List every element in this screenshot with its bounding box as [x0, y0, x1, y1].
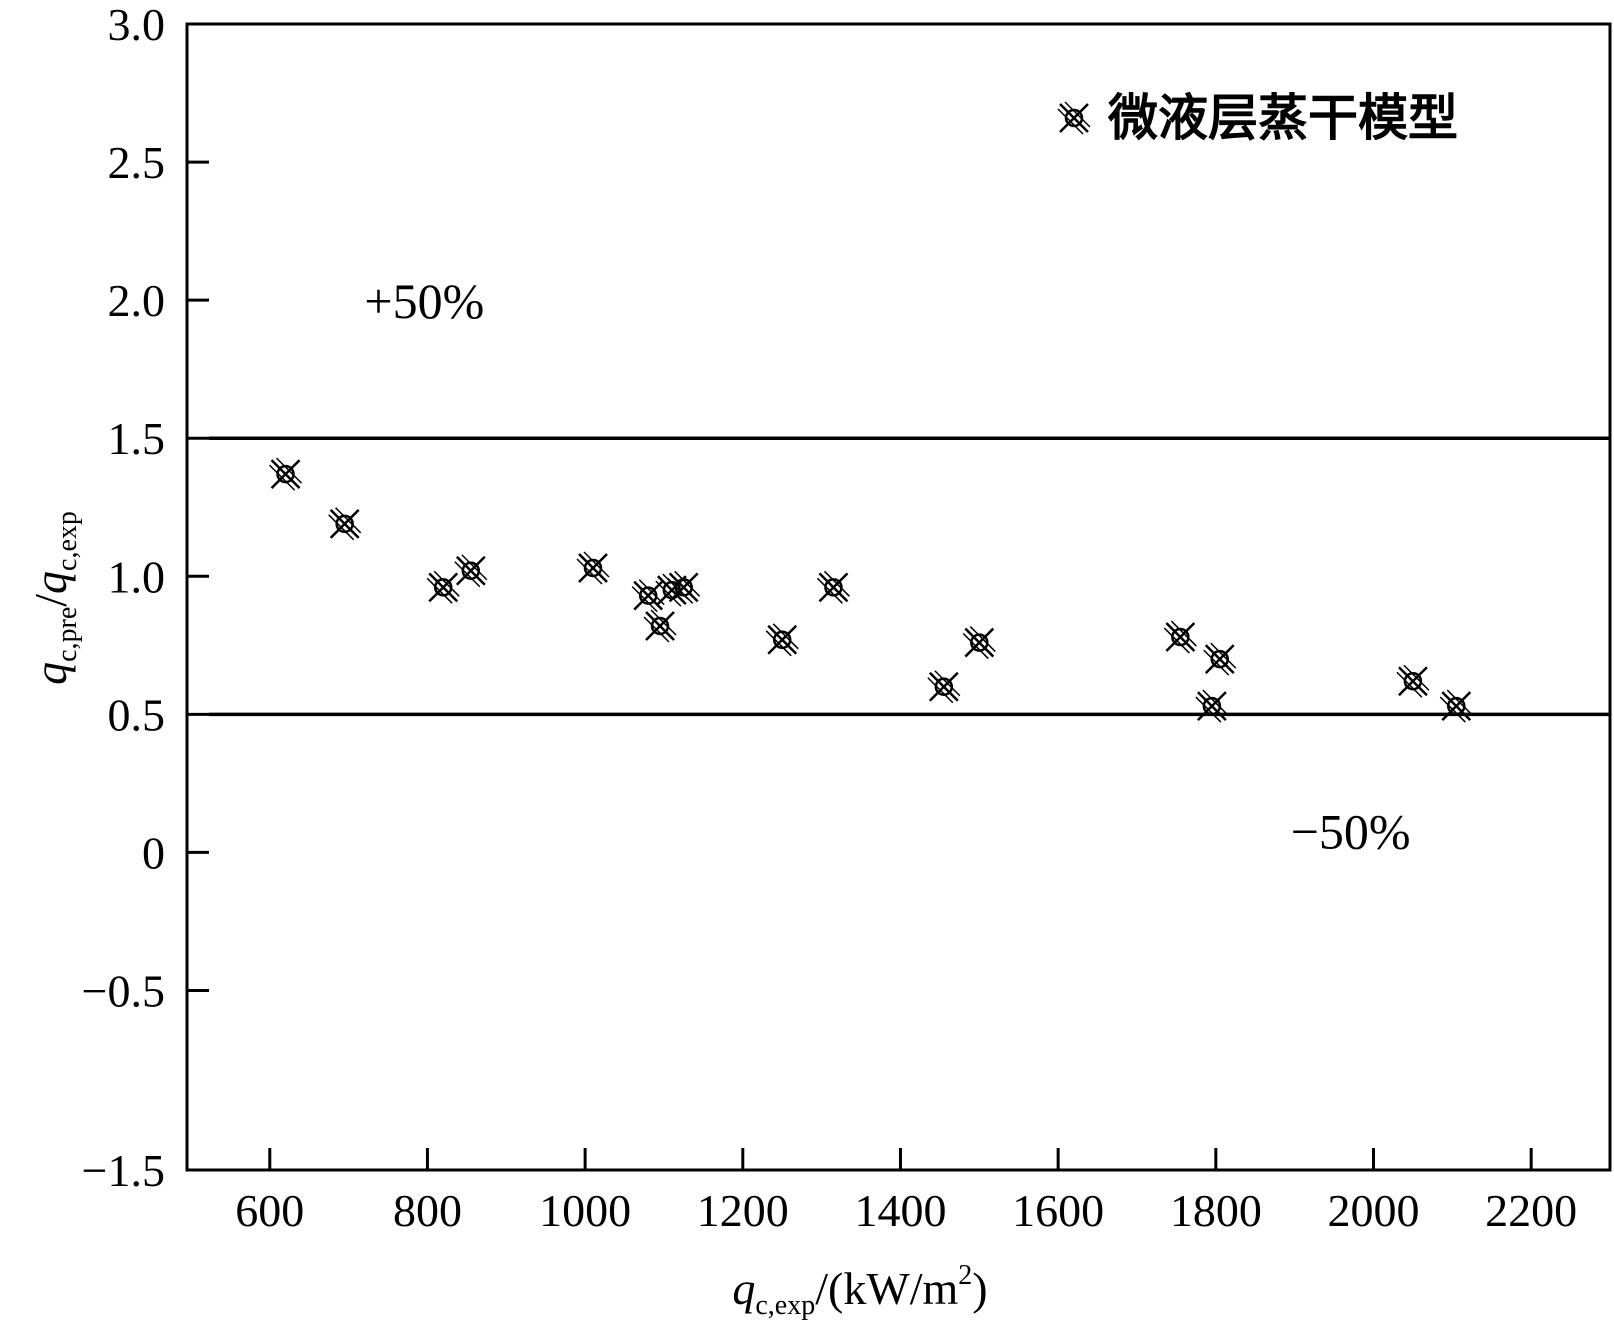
y-tick-label: −1.5	[82, 1145, 165, 1196]
x-tick-label: 2200	[1485, 1185, 1577, 1236]
data-point	[631, 579, 665, 613]
x-tick-label: 1000	[539, 1185, 631, 1236]
legend-marker-symbol	[1057, 101, 1091, 135]
legend: 微液层蒸干模型	[1057, 89, 1458, 147]
y-tick-label: 2.5	[108, 137, 166, 188]
x-axis-ticks: 600 800 1000 1200 1400 1600 1800 2000 2200	[235, 1148, 1577, 1236]
reference-lines: +50% −50%	[209, 273, 1610, 859]
data-points	[269, 457, 1473, 723]
y-tick-label: −0.5	[82, 966, 165, 1017]
y-tick-label: 1.0	[108, 551, 166, 602]
x-axis-title: qc,exp/(kW/m2)	[732, 1260, 987, 1321]
data-point	[1203, 642, 1237, 676]
y-tick-label: 1.5	[108, 413, 166, 464]
data-point	[765, 623, 799, 657]
data-point	[927, 670, 961, 704]
reference-line-label: +50%	[364, 273, 484, 329]
data-point	[962, 626, 996, 660]
x-tick-label: 2000	[1327, 1185, 1419, 1236]
y-axis-title: qc,pre/qc,exp	[25, 511, 83, 685]
y-axis-ticks: 3.0 2.5 2.0 1.5 1.0 0.5 0 −0.5 −1.5	[82, 0, 209, 1196]
y-tick-label: 0.5	[108, 689, 166, 740]
data-point	[269, 457, 303, 491]
reference-line-label: −50%	[1291, 803, 1411, 859]
x-tick-label: 1600	[1012, 1185, 1104, 1236]
data-point	[454, 554, 488, 588]
data-point	[1163, 620, 1197, 654]
data-point	[426, 570, 460, 604]
data-point	[1439, 689, 1473, 723]
x-tick-label: 800	[393, 1185, 462, 1236]
plot-frame	[185, 22, 1612, 1172]
legend-marker	[1057, 101, 1091, 135]
data-point	[643, 609, 677, 643]
x-tick-label: 1400	[854, 1185, 946, 1236]
x-tick-label: 1800	[1170, 1185, 1262, 1236]
data-point	[328, 507, 362, 541]
data-point	[576, 551, 610, 585]
y-tick-label: 3.0	[108, 0, 166, 50]
data-point	[816, 570, 850, 604]
data-point	[667, 570, 701, 604]
data-point	[1195, 689, 1229, 723]
data-point	[1396, 664, 1430, 698]
y-tick-label: 2.0	[108, 275, 166, 326]
legend-label: 微液层蒸干模型	[1107, 89, 1458, 147]
x-tick-label: 600	[235, 1185, 304, 1236]
y-tick-label: 0	[142, 827, 165, 878]
x-tick-label: 1200	[697, 1185, 789, 1236]
